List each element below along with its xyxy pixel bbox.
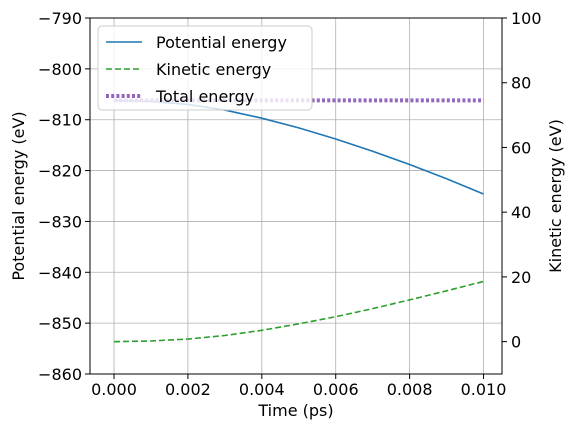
y-left-tick-label: −810 bbox=[38, 111, 82, 130]
x-axis-title: Time (ps) bbox=[257, 401, 333, 420]
y-right-tick-label: 20 bbox=[511, 268, 531, 287]
series-line-potential-energy bbox=[113, 99, 484, 195]
axis-ticks: 0.000 0.002 0.004 0.006 0.008 0.010 −790 −800 −8… bbox=[38, 9, 542, 399]
y-right-tick-label: 100 bbox=[511, 9, 542, 28]
x-tick-label: 0.006 bbox=[313, 380, 359, 399]
y-right-tick-label: 40 bbox=[511, 203, 531, 222]
y-axis-right-title: Kinetic energy (eV) bbox=[546, 119, 565, 273]
y-right-tick-label: 0 bbox=[511, 333, 521, 352]
y-left-tick-label: −840 bbox=[38, 263, 82, 282]
y-right-tick-label: 60 bbox=[511, 138, 531, 157]
y-left-tick-label: −790 bbox=[38, 9, 82, 28]
legend-label: Kinetic energy bbox=[156, 60, 271, 79]
legend-box bbox=[97, 25, 313, 111]
y-axis-left-title: Potential energy (eV) bbox=[9, 111, 28, 280]
plot-border bbox=[89, 17, 503, 375]
legend-label: Potential energy bbox=[156, 33, 287, 52]
legend: Potential energy Kinetic energy Total ener… bbox=[97, 25, 313, 111]
y-right-tick-label: 80 bbox=[511, 74, 531, 93]
x-tick-label: 0.002 bbox=[165, 380, 211, 399]
x-tick-label: 0.008 bbox=[387, 380, 433, 399]
y-left-tick-label: −820 bbox=[38, 162, 82, 181]
y-left-tick-label: −830 bbox=[38, 212, 82, 231]
y-left-tick-label: −850 bbox=[38, 314, 82, 333]
series-lines bbox=[113, 98, 484, 343]
series-line-kinetic-energy bbox=[114, 280, 484, 343]
x-tick-label: 0.010 bbox=[461, 380, 507, 399]
x-tick-label: 0.004 bbox=[239, 380, 285, 399]
legend-label: Total energy bbox=[155, 87, 254, 106]
y-left-tick-label: −800 bbox=[38, 60, 82, 79]
plot-frame bbox=[89, 17, 503, 375]
x-tick-label: 0.000 bbox=[91, 380, 137, 399]
y-left-tick-label: −860 bbox=[38, 365, 82, 384]
